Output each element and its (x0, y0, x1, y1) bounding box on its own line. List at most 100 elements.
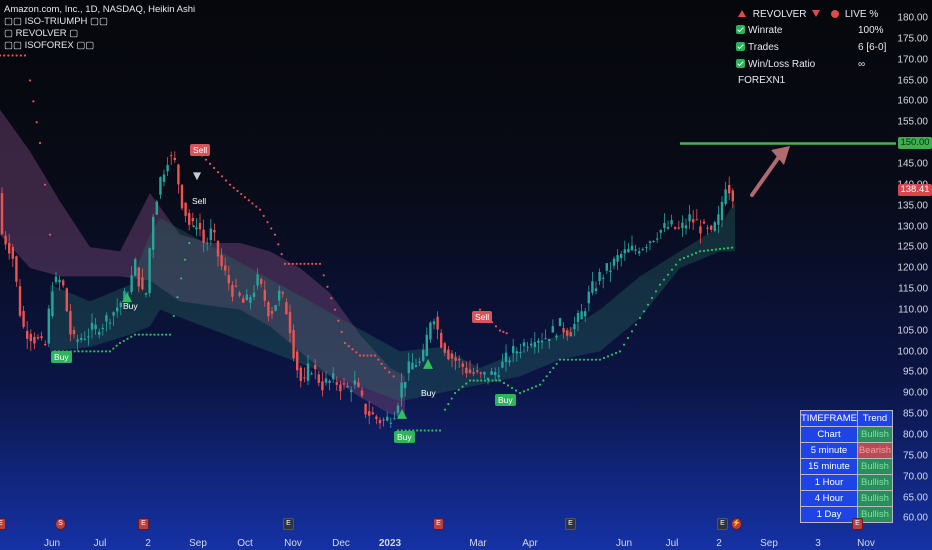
legend-indicator-3[interactable]: ▢▢ ISOFOREX ▢▢ (4, 40, 95, 51)
candle-body (141, 277, 144, 290)
candle-body (558, 318, 562, 327)
stop-dot (266, 221, 269, 224)
candle-body (515, 351, 518, 354)
candle-body (674, 227, 677, 229)
candle-body (522, 342, 526, 347)
earnings-icon[interactable]: E (565, 518, 576, 530)
stop-dot (518, 391, 522, 395)
candle-body (80, 337, 83, 340)
candle-body (188, 212, 191, 225)
candle-body (562, 328, 565, 333)
checkbox-icon (736, 42, 745, 51)
candle-body (501, 361, 504, 368)
stop-dot (505, 332, 508, 335)
candle-body (404, 381, 407, 388)
stop-dot (558, 358, 562, 361)
candle-body (72, 329, 76, 335)
legend-indicator-2-label: REVOLVER (15, 28, 67, 39)
time-tick: Jul (665, 538, 679, 549)
stop-dot (255, 205, 258, 208)
candle-body (213, 230, 216, 233)
target-price-tag: 150.00 (898, 137, 932, 149)
candle-body (400, 382, 403, 398)
stop-dot (330, 297, 333, 300)
stop-dot (714, 248, 718, 251)
stop-dot (153, 333, 156, 336)
stop-dot (542, 379, 545, 382)
candle-body (371, 412, 374, 415)
candle-body (317, 374, 320, 383)
time-axis[interactable]: Jun Jul 2 Sep Oct Nov Dec 2023 Mar Apr Jun Jul 2 Sep 3… (0, 530, 896, 550)
legend-indicator-2[interactable]: ▢ REVOLVER ▢ (4, 28, 79, 39)
stop-dot (710, 248, 714, 252)
earnings-icon[interactable]: E (0, 518, 6, 530)
stop-dot (243, 196, 247, 199)
flash-icon[interactable]: ⚡ (731, 518, 742, 530)
trailing-stop-dots (0, 54, 734, 432)
stop-dot (702, 249, 706, 252)
stop-dot (122, 339, 125, 343)
candle-body (706, 227, 709, 229)
stop-dot (192, 225, 195, 228)
candle-body (303, 377, 306, 379)
candle-body (130, 275, 133, 292)
candle-body (184, 202, 187, 216)
candle-body (134, 259, 137, 276)
stop-dot (35, 121, 38, 124)
triangle-down-icon (812, 10, 821, 17)
candle-body (393, 418, 396, 420)
stop-dot (7, 54, 10, 57)
candle-body (137, 267, 140, 287)
candle-body (65, 288, 68, 312)
stop-dot (104, 350, 108, 353)
stop-dot (112, 347, 115, 350)
stop-dot (670, 268, 674, 271)
candles (0, 151, 734, 429)
split-icon[interactable]: S (55, 518, 66, 530)
candle-body (497, 375, 500, 378)
candle-body (76, 339, 79, 342)
time-tick: Sep (760, 538, 778, 549)
stop-dot (172, 314, 175, 318)
candle-body (324, 378, 328, 383)
candle-body (112, 312, 115, 316)
stop-dot (183, 258, 187, 261)
candle-body (472, 372, 475, 374)
stop-dot (133, 333, 137, 336)
timeframe-cell: 5 minute (800, 442, 858, 459)
buy-triangle-icon (423, 358, 433, 369)
stop-dot (461, 385, 464, 388)
stop-dot (358, 354, 362, 357)
candle-body (54, 276, 58, 282)
candle-body (368, 411, 371, 416)
candle-body (468, 369, 472, 373)
price-tick: 120.00 (897, 262, 928, 274)
winrate-value: 100% (858, 25, 884, 36)
price-tick: 75.00 (902, 450, 928, 462)
candle-body (242, 298, 245, 303)
candle-body (504, 352, 508, 362)
legend-indicator-1[interactable]: ▢▢ ISO-TRIUMPH ▢▢ (4, 16, 108, 27)
earnings-icon[interactable]: E (283, 518, 294, 530)
stop-dot (81, 350, 84, 353)
candle-body (396, 405, 400, 414)
candle-body (47, 308, 50, 344)
live-dot-icon (831, 10, 840, 18)
legend-symbol[interactable]: Amazon.com, Inc., 1D, NASDAQ, Heikin Ash… (4, 4, 196, 15)
stop-dot (280, 253, 283, 256)
stop-dot (498, 379, 502, 382)
earnings-icon[interactable]: E (433, 518, 444, 530)
candle-body (116, 307, 119, 312)
stop-dot (606, 355, 610, 358)
price-chart[interactable] (0, 0, 896, 530)
stats-header: REVOLVER LIVE % (738, 8, 878, 22)
earnings-icon[interactable]: E (138, 518, 149, 530)
candle-body (594, 288, 598, 292)
trend-table-header: TIMEFRAME Trend (800, 410, 893, 427)
stop-dot (366, 354, 369, 357)
earnings-icon[interactable]: E (852, 518, 863, 530)
earnings-icon[interactable]: E (717, 518, 728, 530)
price-axis[interactable]: 180.00 175.00 170.00 165.00 160.00 155.00 150.… (896, 0, 932, 530)
candle-body (224, 265, 227, 271)
price-tick: 85.00 (902, 408, 928, 420)
